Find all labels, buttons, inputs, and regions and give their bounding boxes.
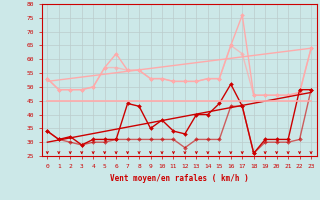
- X-axis label: Vent moyen/en rafales ( km/h ): Vent moyen/en rafales ( km/h ): [110, 174, 249, 183]
